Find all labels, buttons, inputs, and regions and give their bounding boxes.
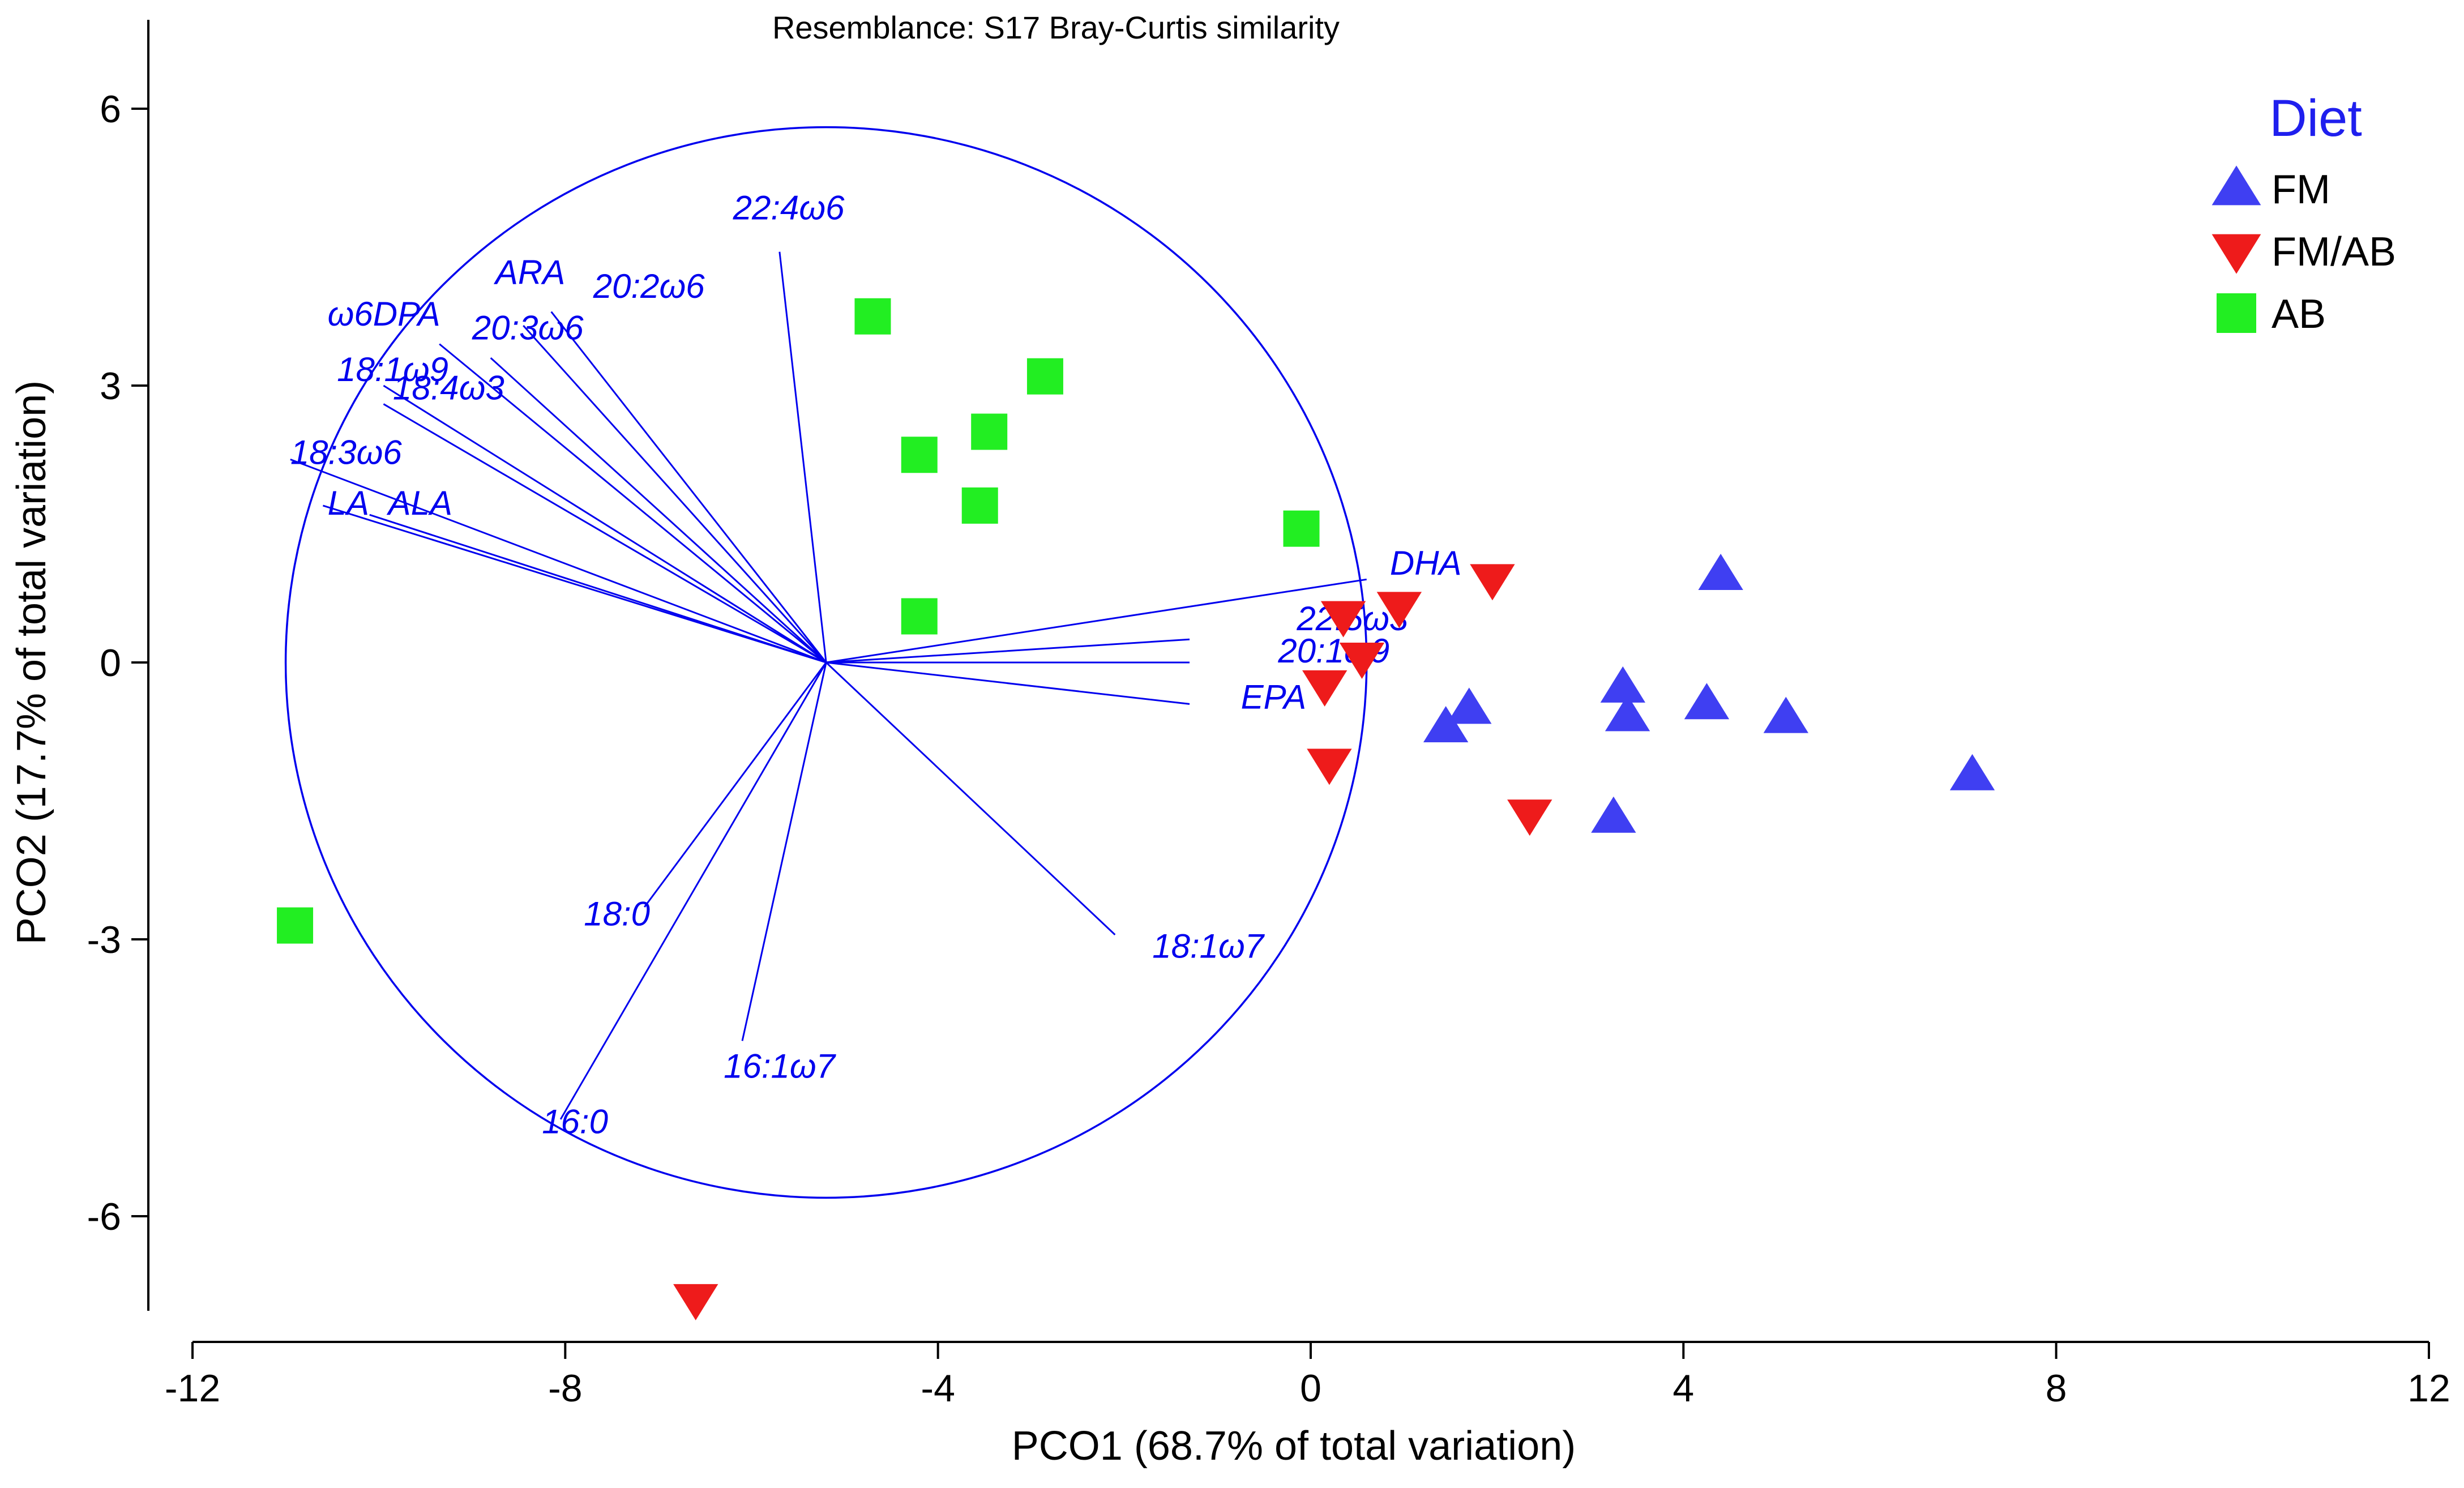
vector-line <box>644 662 827 908</box>
point-fm <box>1698 554 1743 591</box>
vector-label: 18:3ω6 <box>290 434 403 472</box>
vector-line <box>490 357 827 664</box>
point-ab <box>971 413 1008 450</box>
vector-line <box>369 514 827 664</box>
vector-line <box>741 662 827 1041</box>
x-tick-label: 12 <box>2407 1367 2450 1410</box>
point-fm-ab <box>1339 642 1385 679</box>
legend-label: AB <box>2272 292 2326 337</box>
point-ab <box>1026 358 1063 395</box>
vector-label: 18:4ω3 <box>393 369 504 407</box>
point-fm-ab <box>1320 601 1366 638</box>
x-tick-label: 0 <box>1300 1367 1321 1410</box>
vector-label: LA <box>328 484 369 522</box>
point-fm <box>1591 796 1636 833</box>
x-tick-label: -8 <box>548 1367 582 1410</box>
y-tick-label: -6 <box>87 1195 121 1238</box>
vector-line <box>383 384 827 664</box>
vector-line <box>439 343 827 664</box>
vector-label: ω6DPA <box>328 295 440 333</box>
point-fm <box>1447 687 1492 724</box>
vector-line <box>825 661 1116 935</box>
x-axis-label: PCO1 (68.7% of total variation) <box>1012 1423 1576 1469</box>
y-tick-label: -3 <box>87 918 121 961</box>
y-axis-label: PCO2 (17.7% of total variation) <box>9 380 54 944</box>
legend-label: FM <box>2272 167 2330 212</box>
point-fm-ab <box>1302 670 1348 707</box>
vector-label: ALA <box>387 484 452 522</box>
chart-title: Resemblance: S17 Bray-Curtis similarity <box>772 10 1340 45</box>
vector-line <box>825 661 1190 705</box>
marker-layer <box>277 298 1995 1320</box>
point-ab <box>901 437 938 473</box>
point-fm <box>1423 705 1469 742</box>
point-fm-ab <box>1307 749 1352 785</box>
point-ab <box>1283 510 1320 547</box>
vector-label: EPA <box>1241 678 1307 716</box>
point-ab <box>277 907 314 944</box>
vector-label: 20:2ω6 <box>593 267 705 305</box>
point-fm <box>1684 683 1730 720</box>
vector-label: 22:4ω6 <box>733 189 845 227</box>
point-fm <box>1600 666 1646 703</box>
point-fm-ab <box>673 1284 718 1320</box>
vector-label: 18:1ω9 <box>337 350 448 388</box>
y-tick-label: 6 <box>100 88 121 131</box>
vector-label: 18:1ω7 <box>1152 927 1265 965</box>
vector-line <box>290 458 827 664</box>
vector-line <box>559 662 827 1120</box>
x-tick-label: 4 <box>1672 1367 1694 1410</box>
legend-title: Diet <box>2269 89 2362 147</box>
vector-line <box>523 325 827 664</box>
vector-label: 20:3ω6 <box>472 309 584 347</box>
legend-marker-fm <box>2211 165 2261 206</box>
point-fm <box>1605 695 1650 732</box>
point-fm-ab <box>1376 592 1422 628</box>
point-ab <box>854 298 891 335</box>
vector-line <box>778 251 827 663</box>
axes: -12 -8 -4 0 4 8 12 -6 -3 0 3 6 <box>87 20 2450 1410</box>
y-tick-label: 3 <box>100 365 121 408</box>
y-tick-label: 0 <box>100 642 121 685</box>
vector-line <box>825 578 1367 664</box>
vector-label: 16:0 <box>542 1102 608 1140</box>
vector-label: 16:1ω7 <box>724 1047 837 1085</box>
vector-line <box>550 311 827 663</box>
vector-label: ARA <box>494 254 565 292</box>
legend-marker-fm-ab <box>2211 234 2261 274</box>
vector-line <box>322 504 827 664</box>
x-tick-label: 8 <box>2046 1367 2067 1410</box>
legend-label: FM/AB <box>2272 229 2396 275</box>
point-fm <box>1949 754 1995 790</box>
vector-line <box>383 403 827 664</box>
point-ab <box>901 598 938 635</box>
point-fm-ab <box>1507 799 1552 836</box>
x-tick-label: -12 <box>165 1367 220 1410</box>
point-ab <box>961 487 998 524</box>
vector-label: DHA <box>1390 544 1462 582</box>
point-fm-ab <box>1470 564 1515 601</box>
x-tick-label: -4 <box>921 1367 955 1410</box>
legend-marker-ab <box>2217 293 2256 333</box>
vector-line <box>826 638 1190 664</box>
vector-label: 18:0 <box>584 895 650 933</box>
legend: Diet FM FM/AB AB <box>2211 89 2396 337</box>
point-fm <box>1763 696 1809 733</box>
